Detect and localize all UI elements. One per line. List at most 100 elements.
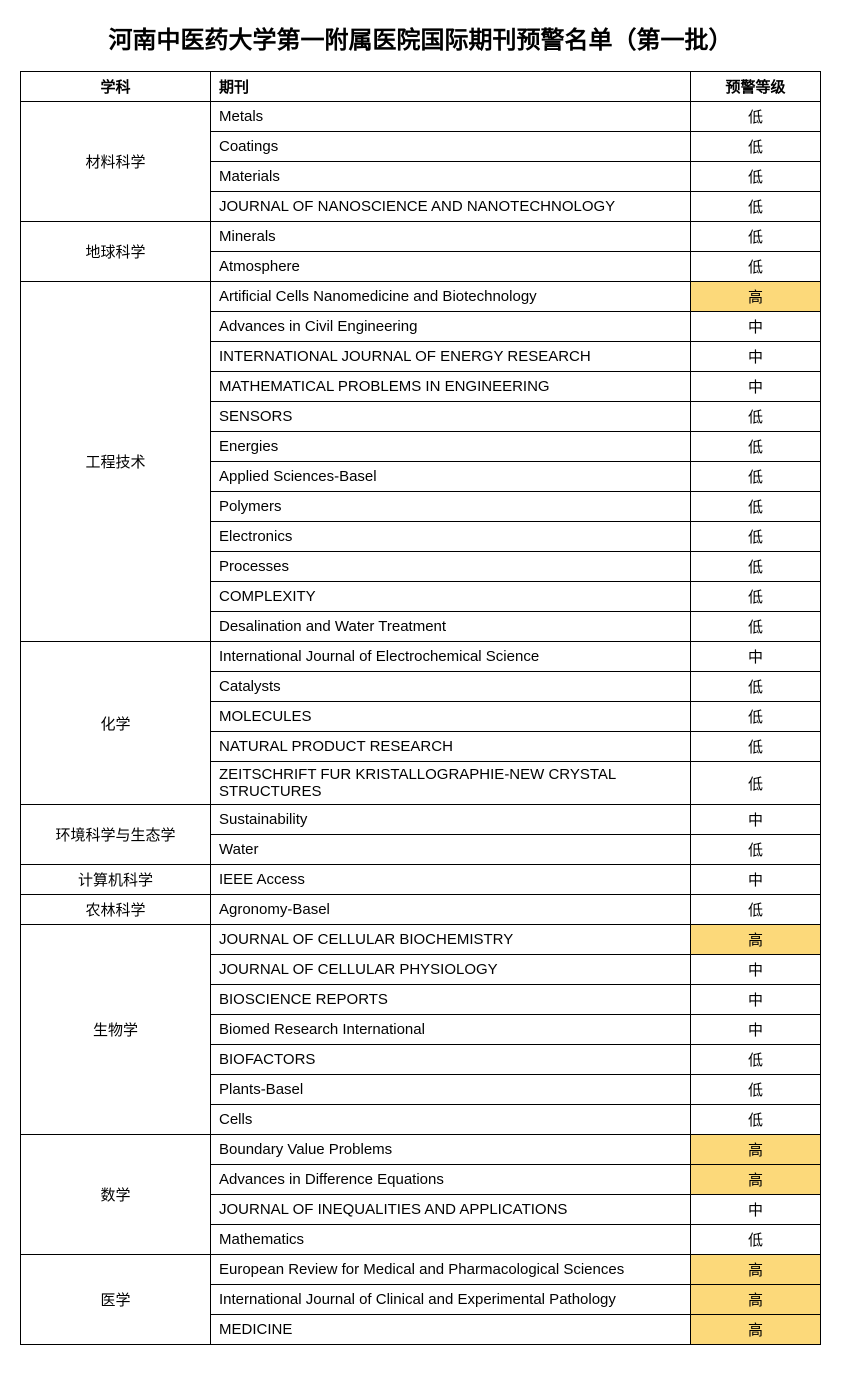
subject-cell: 材料科学 bbox=[21, 102, 211, 222]
table-row: 地球科学Minerals低 bbox=[21, 222, 821, 252]
level-cell: 低 bbox=[691, 1045, 821, 1075]
journal-cell: Cells bbox=[211, 1105, 691, 1135]
journal-cell: BIOSCIENCE REPORTS bbox=[211, 985, 691, 1015]
level-cell: 低 bbox=[691, 552, 821, 582]
level-cell: 高 bbox=[691, 1285, 821, 1315]
journal-cell: Minerals bbox=[211, 222, 691, 252]
journal-cell: COMPLEXITY bbox=[211, 582, 691, 612]
table-row: 医学European Review for Medical and Pharma… bbox=[21, 1255, 821, 1285]
level-cell: 低 bbox=[691, 492, 821, 522]
subject-cell: 工程技术 bbox=[21, 282, 211, 642]
level-cell: 中 bbox=[691, 1015, 821, 1045]
level-cell: 中 bbox=[691, 342, 821, 372]
level-cell: 中 bbox=[691, 985, 821, 1015]
level-cell: 中 bbox=[691, 372, 821, 402]
journal-cell: Plants-Basel bbox=[211, 1075, 691, 1105]
journal-cell: JOURNAL OF CELLULAR BIOCHEMISTRY bbox=[211, 925, 691, 955]
level-cell: 低 bbox=[691, 162, 821, 192]
journal-cell: JOURNAL OF CELLULAR PHYSIOLOGY bbox=[211, 955, 691, 985]
journal-cell: Advances in Civil Engineering bbox=[211, 312, 691, 342]
level-cell: 低 bbox=[691, 1225, 821, 1255]
level-cell: 低 bbox=[691, 222, 821, 252]
level-cell: 低 bbox=[691, 702, 821, 732]
journal-cell: Electronics bbox=[211, 522, 691, 552]
table-header-row: 学科 期刊 预警等级 bbox=[21, 72, 821, 102]
journal-cell: Energies bbox=[211, 432, 691, 462]
table-row: 材料科学Metals低 bbox=[21, 102, 821, 132]
level-cell: 低 bbox=[691, 402, 821, 432]
journal-cell: JOURNAL OF INEQUALITIES AND APPLICATIONS bbox=[211, 1195, 691, 1225]
level-cell: 中 bbox=[691, 312, 821, 342]
journal-cell: Polymers bbox=[211, 492, 691, 522]
journal-cell: Water bbox=[211, 835, 691, 865]
level-cell: 中 bbox=[691, 805, 821, 835]
table-row: 工程技术Artificial Cells Nanomedicine and Bi… bbox=[21, 282, 821, 312]
level-cell: 高 bbox=[691, 1165, 821, 1195]
journal-cell: JOURNAL OF NANOSCIENCE AND NANOTECHNOLOG… bbox=[211, 192, 691, 222]
journal-cell: MATHEMATICAL PROBLEMS IN ENGINEERING bbox=[211, 372, 691, 402]
journal-cell: International Journal of Clinical and Ex… bbox=[211, 1285, 691, 1315]
page-title: 河南中医药大学第一附属医院国际期刊预警名单（第一批） bbox=[20, 20, 821, 55]
journal-cell: MOLECULES bbox=[211, 702, 691, 732]
subject-cell: 环境科学与生态学 bbox=[21, 805, 211, 865]
journal-cell: MEDICINE bbox=[211, 1315, 691, 1345]
level-cell: 低 bbox=[691, 612, 821, 642]
table-body: 材料科学Metals低Coatings低Materials低JOURNAL OF… bbox=[21, 102, 821, 1345]
level-cell: 高 bbox=[691, 1135, 821, 1165]
level-cell: 高 bbox=[691, 282, 821, 312]
table-row: 化学International Journal of Electrochemic… bbox=[21, 642, 821, 672]
level-cell: 中 bbox=[691, 955, 821, 985]
journal-cell: Atmosphere bbox=[211, 252, 691, 282]
level-cell: 低 bbox=[691, 895, 821, 925]
journal-cell: Applied Sciences-Basel bbox=[211, 462, 691, 492]
journal-cell: SENSORS bbox=[211, 402, 691, 432]
subject-cell: 计算机科学 bbox=[21, 865, 211, 895]
journal-cell: European Review for Medical and Pharmaco… bbox=[211, 1255, 691, 1285]
journal-cell: NATURAL PRODUCT RESEARCH bbox=[211, 732, 691, 762]
journal-cell: Desalination and Water Treatment bbox=[211, 612, 691, 642]
level-cell: 低 bbox=[691, 1105, 821, 1135]
table-row: 生物学JOURNAL OF CELLULAR BIOCHEMISTRY高 bbox=[21, 925, 821, 955]
level-cell: 中 bbox=[691, 642, 821, 672]
level-cell: 高 bbox=[691, 925, 821, 955]
subject-cell: 医学 bbox=[21, 1255, 211, 1345]
journal-cell: INTERNATIONAL JOURNAL OF ENERGY RESEARCH bbox=[211, 342, 691, 372]
subject-cell: 化学 bbox=[21, 642, 211, 805]
journal-cell: Metals bbox=[211, 102, 691, 132]
journal-cell: Advances in Difference Equations bbox=[211, 1165, 691, 1195]
journal-cell: Processes bbox=[211, 552, 691, 582]
subject-cell: 生物学 bbox=[21, 925, 211, 1135]
level-cell: 低 bbox=[691, 102, 821, 132]
journal-cell: IEEE Access bbox=[211, 865, 691, 895]
level-cell: 低 bbox=[691, 672, 821, 702]
journal-cell: Biomed Research International bbox=[211, 1015, 691, 1045]
table-row: 计算机科学IEEE Access中 bbox=[21, 865, 821, 895]
journal-cell: Mathematics bbox=[211, 1225, 691, 1255]
level-cell: 低 bbox=[691, 835, 821, 865]
subject-cell: 农林科学 bbox=[21, 895, 211, 925]
level-cell: 低 bbox=[691, 582, 821, 612]
level-cell: 高 bbox=[691, 1255, 821, 1285]
journal-cell: Agronomy-Basel bbox=[211, 895, 691, 925]
table-row: 数学Boundary Value Problems高 bbox=[21, 1135, 821, 1165]
journal-cell: BIOFACTORS bbox=[211, 1045, 691, 1075]
header-journal: 期刊 bbox=[211, 72, 691, 102]
level-cell: 低 bbox=[691, 522, 821, 552]
subject-cell: 数学 bbox=[21, 1135, 211, 1255]
journal-warning-table: 学科 期刊 预警等级 材料科学Metals低Coatings低Materials… bbox=[20, 71, 821, 1345]
level-cell: 低 bbox=[691, 432, 821, 462]
journal-cell: Boundary Value Problems bbox=[211, 1135, 691, 1165]
level-cell: 低 bbox=[691, 732, 821, 762]
level-cell: 低 bbox=[691, 462, 821, 492]
journal-cell: Coatings bbox=[211, 132, 691, 162]
level-cell: 低 bbox=[691, 252, 821, 282]
header-subject: 学科 bbox=[21, 72, 211, 102]
journal-cell: Sustainability bbox=[211, 805, 691, 835]
journal-cell: Artificial Cells Nanomedicine and Biotec… bbox=[211, 282, 691, 312]
journal-cell: Materials bbox=[211, 162, 691, 192]
level-cell: 低 bbox=[691, 132, 821, 162]
table-row: 农林科学Agronomy-Basel低 bbox=[21, 895, 821, 925]
journal-cell: Catalysts bbox=[211, 672, 691, 702]
level-cell: 低 bbox=[691, 1075, 821, 1105]
table-row: 环境科学与生态学Sustainability中 bbox=[21, 805, 821, 835]
